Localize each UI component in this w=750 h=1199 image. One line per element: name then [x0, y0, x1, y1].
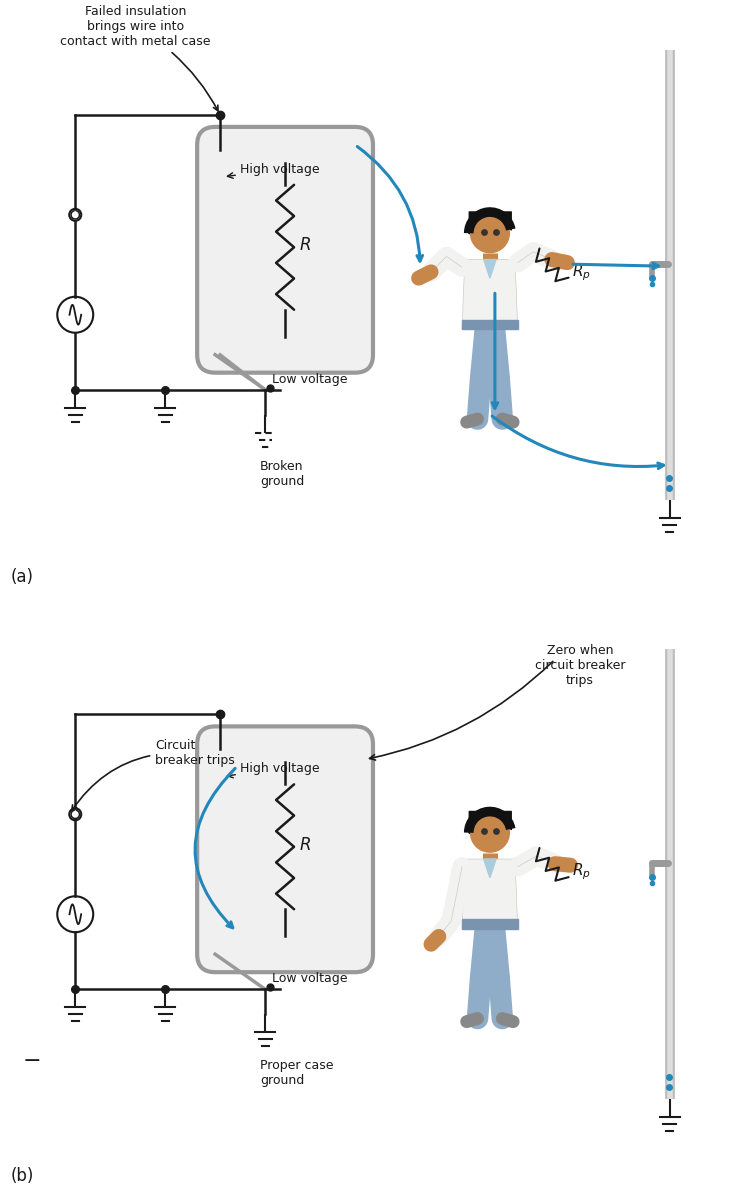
Polygon shape	[484, 858, 496, 878]
Text: (b): (b)	[10, 1167, 34, 1185]
Text: $R_p$: $R_p$	[572, 861, 591, 882]
Circle shape	[470, 213, 510, 253]
Polygon shape	[462, 858, 518, 929]
Text: (a): (a)	[10, 567, 33, 585]
Text: $R$: $R$	[299, 236, 311, 254]
Text: High voltage: High voltage	[240, 163, 320, 176]
Text: Failed insulation
brings wire into
contact with metal case: Failed insulation brings wire into conta…	[60, 5, 218, 110]
Text: $R_p$: $R_p$	[572, 261, 591, 283]
Polygon shape	[462, 320, 518, 330]
Text: Zero when
circuit breaker
trips: Zero when circuit breaker trips	[535, 645, 625, 687]
Polygon shape	[462, 920, 518, 929]
Text: High voltage: High voltage	[240, 763, 320, 776]
FancyBboxPatch shape	[197, 127, 373, 373]
Text: $R$: $R$	[299, 836, 311, 854]
Polygon shape	[484, 259, 496, 278]
Text: Circuit
breaker trips: Circuit breaker trips	[72, 740, 235, 811]
Circle shape	[470, 813, 510, 852]
Text: Broken
ground: Broken ground	[260, 459, 305, 488]
FancyBboxPatch shape	[197, 727, 373, 972]
Text: Low voltage: Low voltage	[272, 373, 347, 386]
Text: $-$: $-$	[22, 1049, 40, 1070]
Text: Proper case
ground: Proper case ground	[260, 1059, 334, 1087]
Polygon shape	[462, 259, 518, 330]
Text: Low voltage: Low voltage	[272, 972, 347, 986]
